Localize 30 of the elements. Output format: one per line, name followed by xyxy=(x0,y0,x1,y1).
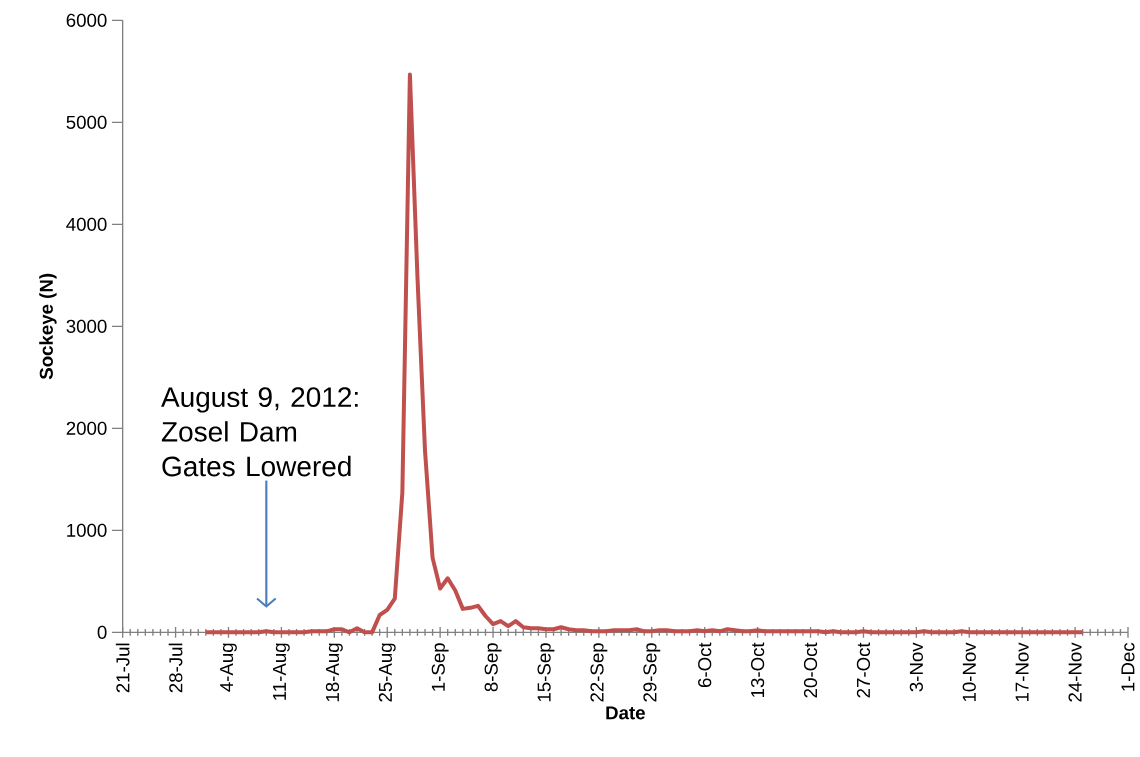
y-tick-label: 0 xyxy=(97,625,107,639)
x-tick-label: 24-Nov xyxy=(1068,642,1082,702)
x-tick-label: 13-Oct xyxy=(750,642,765,697)
y-tick-label: 4000 xyxy=(66,217,107,231)
x-tick-label: 17-Nov xyxy=(1015,642,1029,701)
x-tick-label: 3-Nov xyxy=(909,642,923,692)
x-tick-label: 10-Nov xyxy=(962,642,976,701)
x-tick-label: 25-Aug xyxy=(378,643,396,702)
x-tick-label: 28-Jul xyxy=(168,643,183,693)
x-axis-title: Date xyxy=(606,706,645,720)
y-tick-label: 2000 xyxy=(66,421,107,435)
x-tick-label: 22-Sep xyxy=(590,643,608,702)
y-tick-label: 3000 xyxy=(66,319,107,333)
x-tick-label: 8-Sep xyxy=(484,643,502,692)
x-tick-label: 18-Aug xyxy=(325,643,343,701)
x-tick-label: 27-Oct xyxy=(856,642,871,698)
y-tick-label: 6000 xyxy=(66,13,107,27)
x-tick-label: 1-Dec xyxy=(1121,642,1135,691)
x-tick-label: 21-Jul xyxy=(115,643,130,693)
y-tick-label: 1000 xyxy=(67,523,107,537)
x-tick-label: 29-Sep xyxy=(643,643,661,702)
x-tick-label: 11-Aug xyxy=(273,643,290,700)
y-axis-title: Sockeye (N) xyxy=(39,273,57,380)
x-tick-label: 1-Sep xyxy=(431,643,449,691)
x-tick-label: 20-Oct xyxy=(803,642,818,698)
y-tick-label: 5000 xyxy=(66,115,107,129)
x-tick-label: 15-Sep xyxy=(537,643,555,701)
annotation: August 9, 2012: Zosel Dam Gates Lowered xyxy=(161,387,358,477)
x-tick-label: 6-Oct xyxy=(698,642,712,687)
x-tick-label: 4-Aug xyxy=(220,643,237,692)
